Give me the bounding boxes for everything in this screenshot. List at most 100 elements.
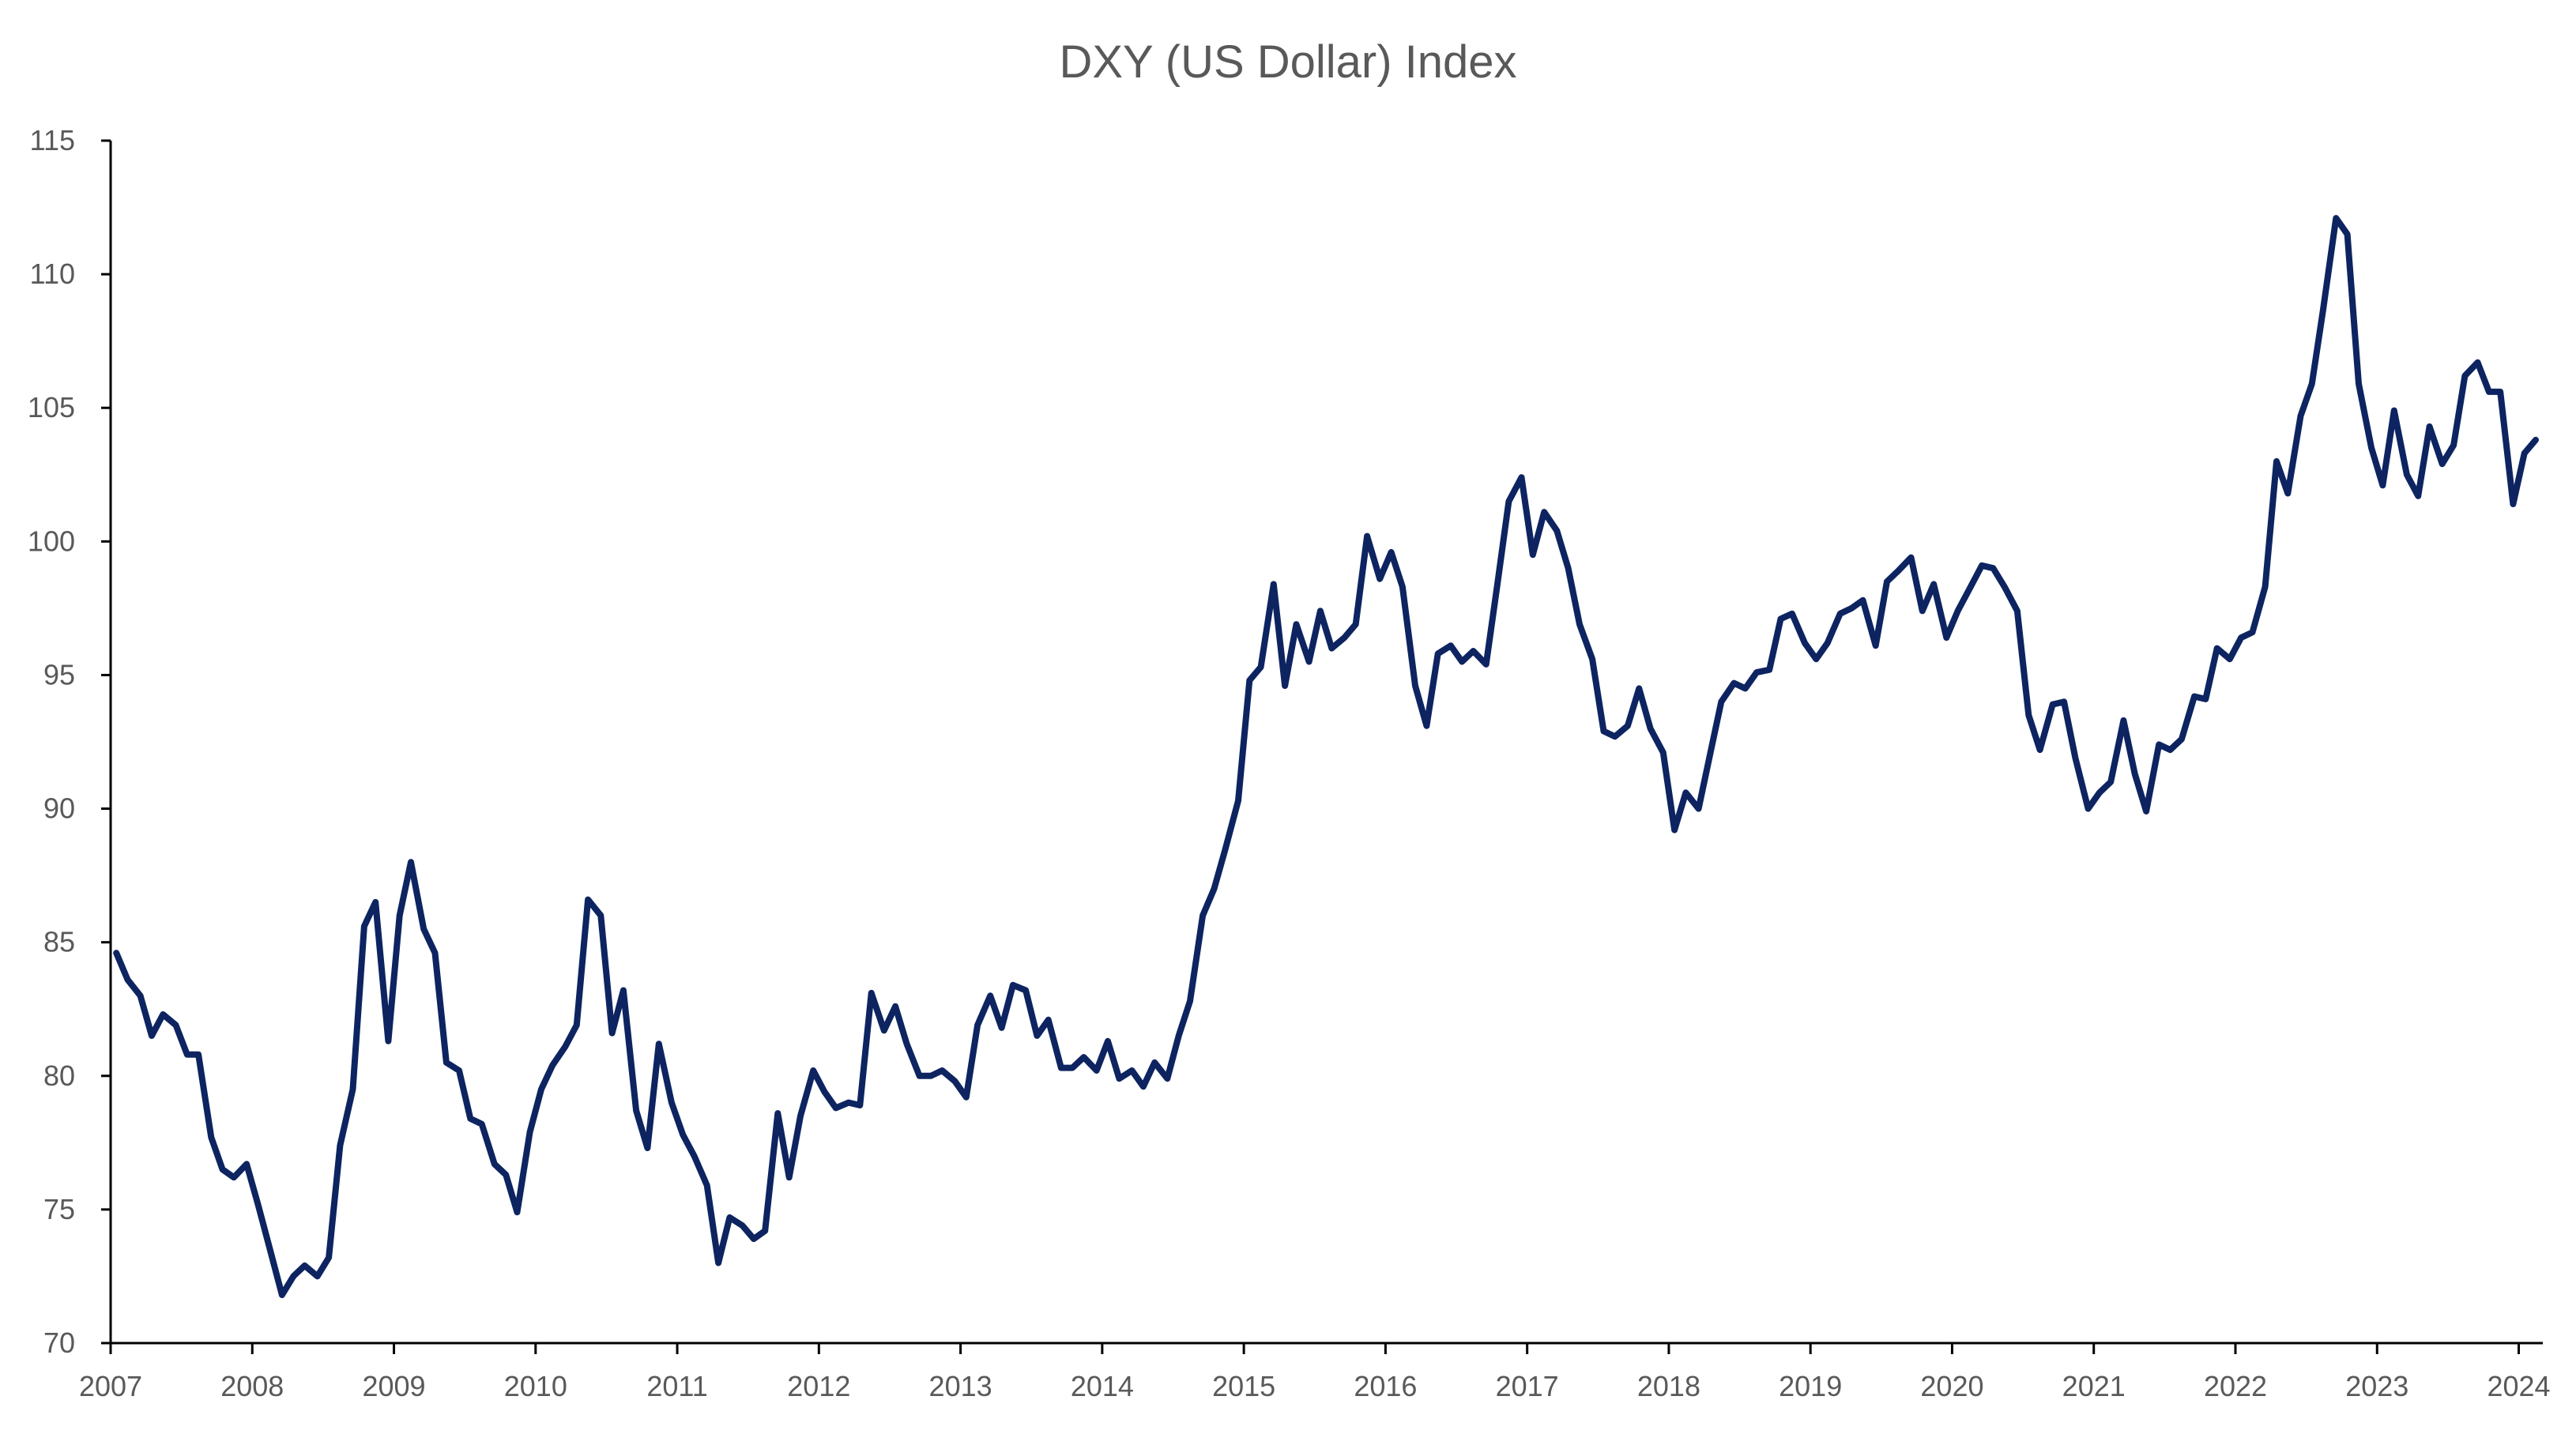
y-tick-label: 100 xyxy=(28,525,75,557)
data-point xyxy=(1507,500,1510,503)
data-point xyxy=(894,1005,897,1008)
data-point xyxy=(232,1176,235,1179)
data-point xyxy=(2003,585,2006,589)
data-point xyxy=(1248,679,1251,682)
data-point xyxy=(1472,649,1475,653)
data-point xyxy=(776,1112,779,1115)
data-point xyxy=(1024,989,1027,992)
data-point xyxy=(2416,495,2420,498)
y-axis-ticks: 70 75 80 85 90 95 100 105 110 115 xyxy=(28,124,111,1359)
y-tick-label: 95 xyxy=(43,658,75,691)
data-point xyxy=(2251,630,2254,634)
x-tick-label: 2022 xyxy=(2204,1370,2267,1402)
data-point xyxy=(1968,588,1971,591)
data-point xyxy=(2322,307,2325,310)
data-point xyxy=(1188,999,1192,1003)
data-point xyxy=(2286,492,2289,495)
data-point xyxy=(1555,529,1558,532)
data-point xyxy=(906,1042,909,1045)
x-tick-label: 2014 xyxy=(1071,1370,1134,1402)
data-point xyxy=(409,860,412,864)
data-point xyxy=(1035,1034,1038,1037)
data-point xyxy=(2228,657,2231,660)
data-point xyxy=(1921,609,1924,612)
data-point xyxy=(1437,652,1440,655)
y-tick-label: 85 xyxy=(43,926,75,958)
data-point xyxy=(1260,665,1263,668)
data-point xyxy=(953,1080,956,1083)
data-point xyxy=(1991,566,1994,570)
data-point xyxy=(1117,1077,1120,1080)
data-point xyxy=(1874,644,1877,647)
data-point xyxy=(115,951,118,954)
data-point xyxy=(1744,687,1747,690)
x-tick-label: 2016 xyxy=(1354,1370,1417,1402)
data-point xyxy=(1308,660,1311,664)
data-point xyxy=(256,1202,259,1206)
data-point xyxy=(1330,647,1333,650)
data-point xyxy=(1414,684,1417,687)
data-point xyxy=(139,994,142,997)
data-point xyxy=(245,1162,248,1165)
data-point xyxy=(1071,1067,1074,1070)
data-point xyxy=(458,1069,461,1072)
x-tick-label: 2007 xyxy=(79,1370,142,1402)
data-point xyxy=(1449,644,1452,647)
data-point xyxy=(398,914,401,917)
data-point xyxy=(1980,564,1983,567)
data-point xyxy=(1142,1085,1145,1088)
data-point xyxy=(1684,791,1687,794)
data-point xyxy=(1520,476,1523,479)
data-point xyxy=(693,1154,696,1157)
data-point xyxy=(2204,698,2207,701)
data-point xyxy=(2463,374,2466,378)
data-point xyxy=(1850,607,1853,610)
data-point xyxy=(2487,390,2491,393)
data-point xyxy=(2027,713,2030,717)
data-point xyxy=(2428,425,2431,428)
data-point xyxy=(1390,551,1393,554)
data-point xyxy=(1649,727,1652,730)
data-point xyxy=(292,1274,295,1278)
data-point xyxy=(480,1123,484,1126)
data-point xyxy=(1791,612,1794,615)
data-point xyxy=(2073,756,2077,759)
data-point xyxy=(2357,382,2360,386)
data-point xyxy=(2275,460,2278,463)
data-point xyxy=(2133,773,2137,776)
data-point xyxy=(706,1184,709,1187)
data-point xyxy=(1578,623,1581,626)
x-tick-label: 2015 xyxy=(1212,1370,1275,1402)
data-point xyxy=(1885,580,1889,583)
data-point xyxy=(1460,660,1463,664)
data-point xyxy=(1011,984,1015,987)
data-point xyxy=(1719,700,1723,703)
data-point xyxy=(2051,703,2054,706)
data-point xyxy=(883,1029,886,1032)
data-point xyxy=(940,1069,943,1072)
data-point xyxy=(1779,617,1783,620)
data-point xyxy=(1662,751,1665,755)
data-point xyxy=(1106,1040,1109,1043)
data-point xyxy=(2452,444,2455,447)
data-point xyxy=(2393,409,2396,412)
data-point xyxy=(563,1045,567,1048)
data-point xyxy=(681,1133,684,1136)
data-point xyxy=(2511,502,2514,506)
data-point xyxy=(1283,684,1286,687)
data-point xyxy=(847,1101,850,1104)
data-point xyxy=(2062,700,2066,703)
data-point xyxy=(352,1088,355,1091)
data-point xyxy=(2310,382,2314,386)
data-point xyxy=(126,978,130,981)
data-point xyxy=(976,1024,979,1027)
x-tick-label: 2011 xyxy=(646,1370,707,1402)
data-point xyxy=(540,1088,543,1091)
data-point xyxy=(1626,724,1629,728)
data-point xyxy=(1166,1077,1169,1080)
data-point xyxy=(1224,847,1227,850)
x-tick-label: 2024 xyxy=(2487,1370,2550,1402)
data-point xyxy=(1862,599,1865,602)
series-points xyxy=(115,216,2537,1296)
y-tick-label: 80 xyxy=(43,1059,75,1092)
